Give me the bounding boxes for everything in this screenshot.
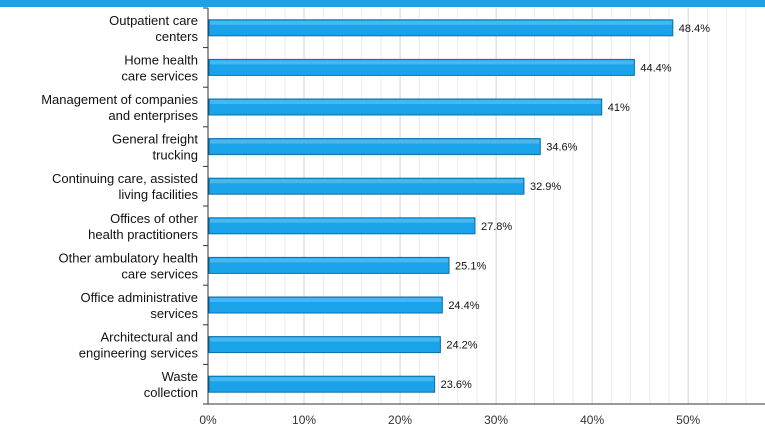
category-label: Architectural and engineering services <box>79 330 199 361</box>
bar-highlight <box>210 100 601 104</box>
bar-highlight <box>210 139 540 144</box>
value-label: 32.9% <box>530 181 561 193</box>
axes <box>203 7 765 405</box>
bar-highlight <box>210 20 672 25</box>
x-tick-label: 0% <box>199 413 217 427</box>
bar-highlight <box>210 60 634 65</box>
x-tick-label: 50% <box>676 413 700 427</box>
x-tick-label: 40% <box>580 413 604 427</box>
category-label: Outpatient care centers <box>109 13 198 44</box>
bar-highlight <box>210 218 474 223</box>
category-label: Waste collection <box>144 369 198 400</box>
header-band <box>0 0 765 7</box>
value-label: 27.8% <box>481 221 512 233</box>
value-label: 23.6% <box>441 379 472 391</box>
bars <box>208 19 674 393</box>
bar-highlight <box>210 298 442 302</box>
category-label: General freight trucking <box>112 132 198 163</box>
bar-highlight <box>210 377 434 382</box>
x-tick-label: 30% <box>484 413 508 427</box>
value-label: 44.4% <box>640 62 671 74</box>
bar-highlight <box>210 258 449 263</box>
category-label: Other ambulatory health care services <box>59 250 199 281</box>
x-tick-label: 20% <box>388 413 412 427</box>
category-label: Continuing care, assisted living faciliti… <box>52 171 198 202</box>
value-label: 25.1% <box>455 260 486 272</box>
labels: 48.4% Outpatient care centers 44.4% Home hea… <box>41 13 710 427</box>
category-label: Management of companies and enterprises <box>41 92 198 123</box>
bar-highlight <box>210 179 523 184</box>
bar-highlight <box>210 337 440 342</box>
category-label: Offices of other health practitioners <box>88 211 199 242</box>
category-label: Office administrative services <box>80 290 198 321</box>
value-label: 24.4% <box>448 300 479 312</box>
category-label: Home health care services <box>121 52 198 83</box>
value-label: 34.6% <box>546 142 577 154</box>
value-label: 41% <box>608 102 630 114</box>
x-tick-label: 10% <box>292 413 316 427</box>
value-label: 24.2% <box>446 340 477 352</box>
value-label: 48.4% <box>679 23 710 35</box>
